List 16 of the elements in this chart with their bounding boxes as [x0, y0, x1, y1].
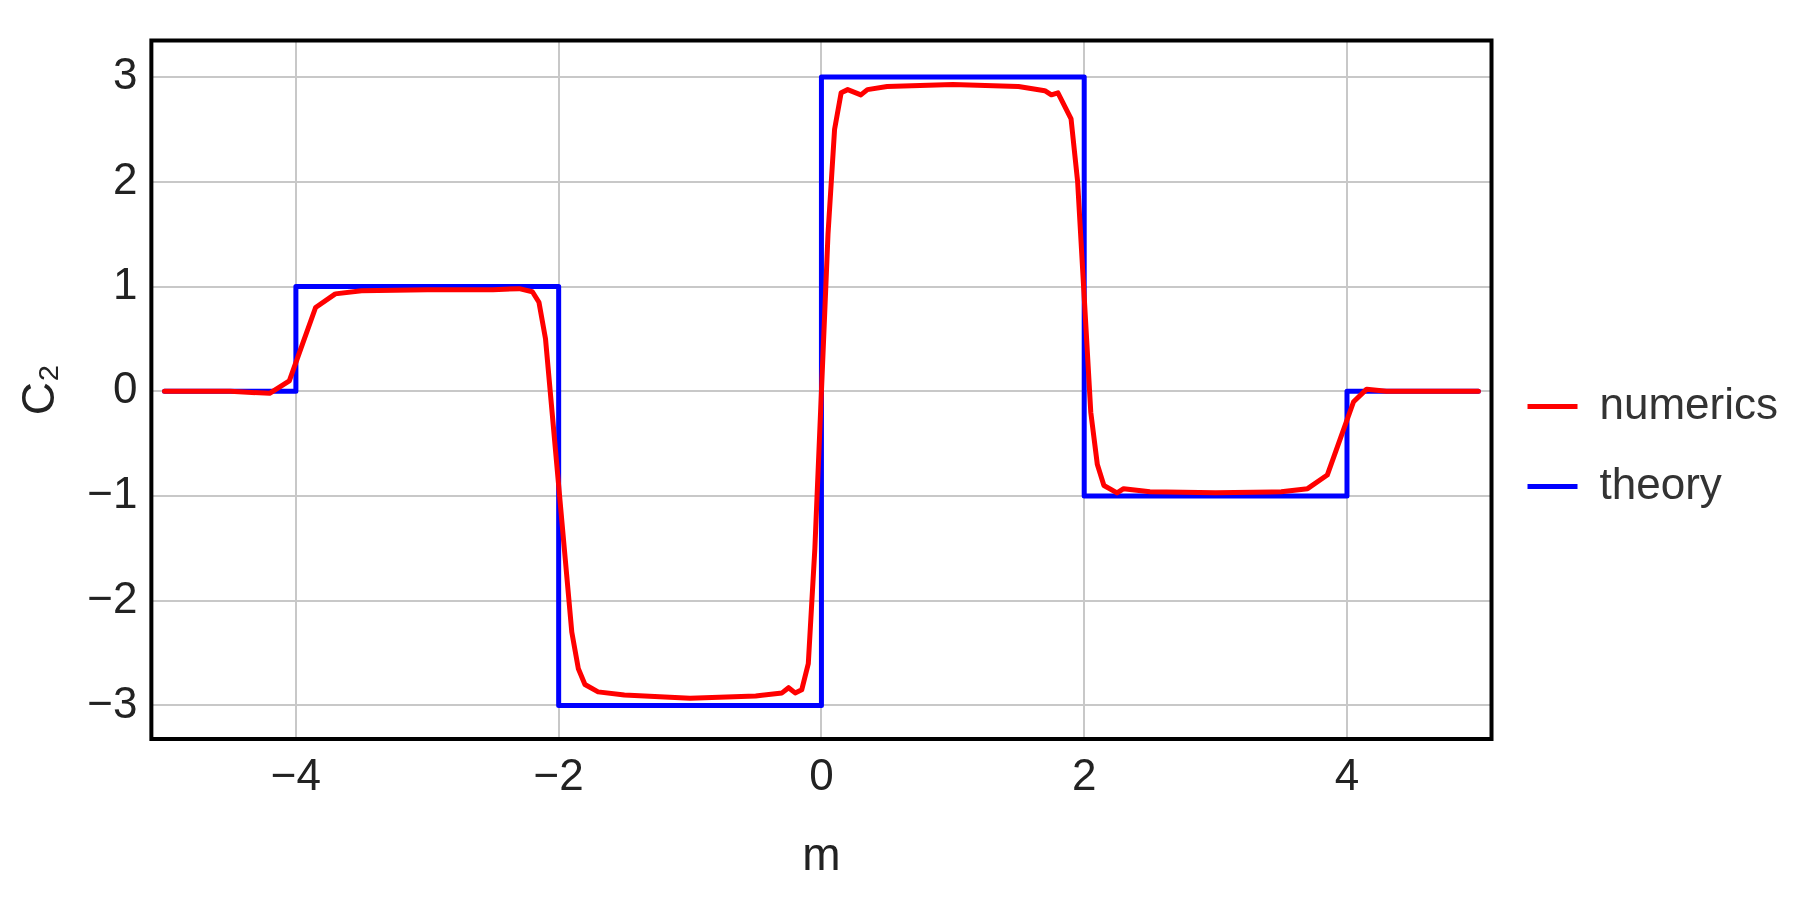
x-tick-label: 4: [1334, 749, 1360, 799]
x-axis-title: m: [802, 828, 841, 881]
y-tick-label: 3: [112, 49, 138, 99]
x-tick-label: 0: [809, 749, 834, 799]
y-tick-label: 0: [112, 363, 138, 413]
x-tick-label: −2: [533, 749, 584, 799]
x-tick-label: −4: [270, 749, 321, 799]
y-tick-label: −3: [87, 677, 138, 727]
legend-label: numerics: [1599, 378, 1779, 428]
y-axis-title: C₂: [12, 364, 65, 416]
y-tick-label: −2: [87, 572, 138, 622]
legend-label: theory: [1599, 458, 1722, 508]
y-tick-label: 2: [112, 153, 138, 203]
y-tick-label: 1: [112, 258, 138, 308]
x-tick-label: 2: [1071, 749, 1097, 799]
y-tick-label: −1: [87, 468, 138, 518]
